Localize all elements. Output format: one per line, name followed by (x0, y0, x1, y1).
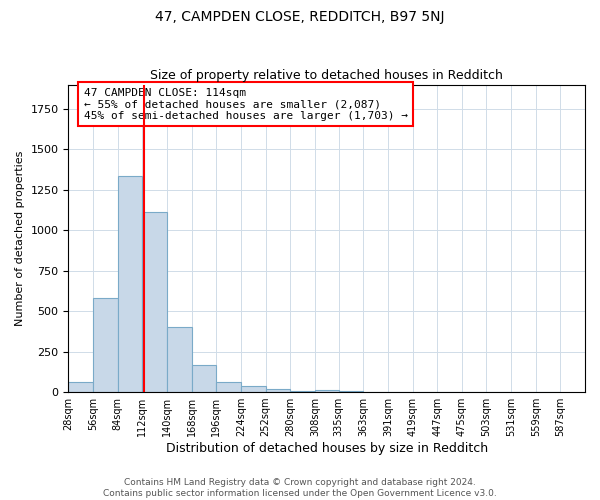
Text: 47 CAMPDEN CLOSE: 114sqm
← 55% of detached houses are smaller (2,087)
45% of sem: 47 CAMPDEN CLOSE: 114sqm ← 55% of detach… (84, 88, 408, 121)
Text: 47, CAMPDEN CLOSE, REDDITCH, B97 5NJ: 47, CAMPDEN CLOSE, REDDITCH, B97 5NJ (155, 10, 445, 24)
Bar (68, 382, 93, 392)
Bar (142, 212, 167, 392)
Bar (241, 386, 266, 392)
Bar (315, 390, 340, 392)
Title: Size of property relative to detached houses in Redditch: Size of property relative to detached ho… (150, 69, 503, 82)
Bar (93, 298, 118, 392)
Bar (216, 382, 241, 392)
Bar (167, 328, 191, 392)
X-axis label: Distribution of detached houses by size in Redditch: Distribution of detached houses by size … (166, 442, 488, 455)
Text: Contains HM Land Registry data © Crown copyright and database right 2024.
Contai: Contains HM Land Registry data © Crown c… (103, 478, 497, 498)
Bar (266, 389, 290, 392)
Bar (191, 364, 216, 392)
Y-axis label: Number of detached properties: Number of detached properties (15, 150, 25, 326)
Bar (118, 176, 142, 392)
